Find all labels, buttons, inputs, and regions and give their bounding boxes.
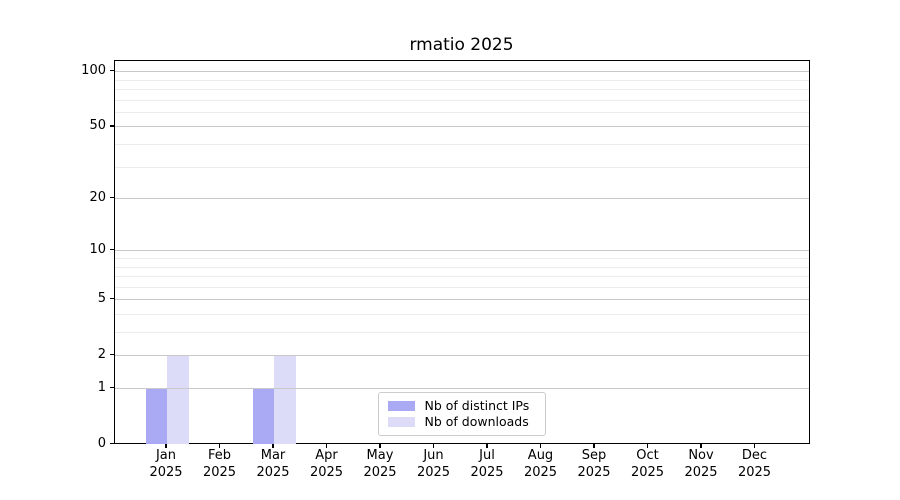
x-tick-label: Jan 2025: [149, 448, 183, 480]
y-tick-label: 50: [89, 118, 106, 134]
gridline-major: [114, 355, 809, 357]
gridline-major: [114, 198, 809, 200]
y-tick-label: 20: [89, 190, 106, 206]
x-tick-label: Sep 2025: [577, 448, 611, 480]
x-tick-mark: [218, 443, 221, 448]
x-tick-mark: [646, 443, 649, 448]
x-tick-mark: [593, 443, 595, 448]
y-tick-mark: [109, 386, 114, 389]
gridline-minor: [114, 99, 809, 101]
y-tick-mark: [109, 196, 114, 199]
x-tick-mark: [272, 443, 274, 448]
x-tick-label: May 2025: [363, 448, 397, 480]
x-tick-label: Mar 2025: [256, 448, 290, 480]
x-tick-label: Nov 2025: [684, 448, 718, 480]
x-tick-label: Oct 2025: [630, 448, 665, 480]
gridline-major: [114, 388, 809, 389]
y-tick-label: 2: [97, 347, 106, 363]
gridline-minor: [114, 276, 809, 278]
y-tick-label: 10: [89, 242, 106, 258]
legend-item: Nb of distinct IPs: [387, 398, 536, 414]
x-tick-mark: [486, 443, 488, 448]
bar-nb-of-distinct-ips: [252, 388, 274, 445]
x-tick-mark: [753, 443, 756, 448]
y-tick-mark: [109, 249, 114, 251]
legend-swatch-icon: [387, 400, 415, 411]
gridline-major: [114, 299, 809, 301]
x-tick-label: Jul 2025: [470, 448, 504, 480]
gridline-minor: [114, 313, 809, 315]
x-tick-mark: [165, 443, 167, 448]
x-tick-mark: [432, 443, 435, 448]
legend-item: Nb of downloads: [387, 414, 536, 430]
gridline-minor: [114, 257, 809, 259]
gridline-minor: [114, 79, 809, 81]
y-tick-mark: [109, 354, 114, 356]
y-tick-label: 1: [97, 380, 106, 395]
gridline-major: [114, 126, 809, 128]
gridline-minor: [114, 166, 809, 168]
y-tick-mark: [109, 298, 114, 300]
gridline-minor: [114, 111, 809, 113]
x-tick-mark: [539, 443, 542, 448]
bar-nb-of-downloads: [167, 355, 189, 445]
x-tick-label: Feb 2025: [202, 448, 237, 480]
gridline-minor: [114, 89, 809, 90]
x-tick-label: Aug 2025: [523, 448, 558, 480]
y-tick-mark: [109, 125, 114, 127]
bar-nb-of-downloads: [274, 355, 296, 445]
gridline-minor: [114, 144, 809, 145]
x-tick-label: Dec 2025: [737, 448, 772, 480]
y-tick-label: 5: [97, 291, 106, 307]
legend: Nb of distinct IPs Nb of downloads: [377, 391, 546, 436]
x-tick-mark: [379, 443, 381, 448]
gridline-minor: [114, 332, 809, 333]
legend-label: Nb of downloads: [424, 414, 529, 429]
plot-area: [113, 59, 810, 445]
x-tick-mark: [325, 443, 328, 448]
x-tick-label: Apr 2025: [309, 448, 344, 480]
y-tick-mark: [109, 70, 114, 72]
chart-title: rmatio 2025: [409, 35, 514, 55]
legend-swatch-icon: [387, 416, 415, 427]
gridline-minor: [114, 286, 809, 288]
legend-label: Nb of distinct IPs: [424, 398, 530, 413]
y-tick-label: 100: [81, 63, 106, 79]
gridline-minor: [114, 266, 809, 268]
y-tick-label: 0: [97, 436, 106, 451]
x-tick-mark: [700, 443, 702, 448]
x-tick-label: Jun 2025: [416, 448, 451, 480]
gridline-major: [114, 71, 809, 73]
y-tick-mark: [109, 442, 114, 445]
gridline-major: [114, 250, 809, 252]
bar-nb-of-distinct-ips: [145, 388, 167, 445]
